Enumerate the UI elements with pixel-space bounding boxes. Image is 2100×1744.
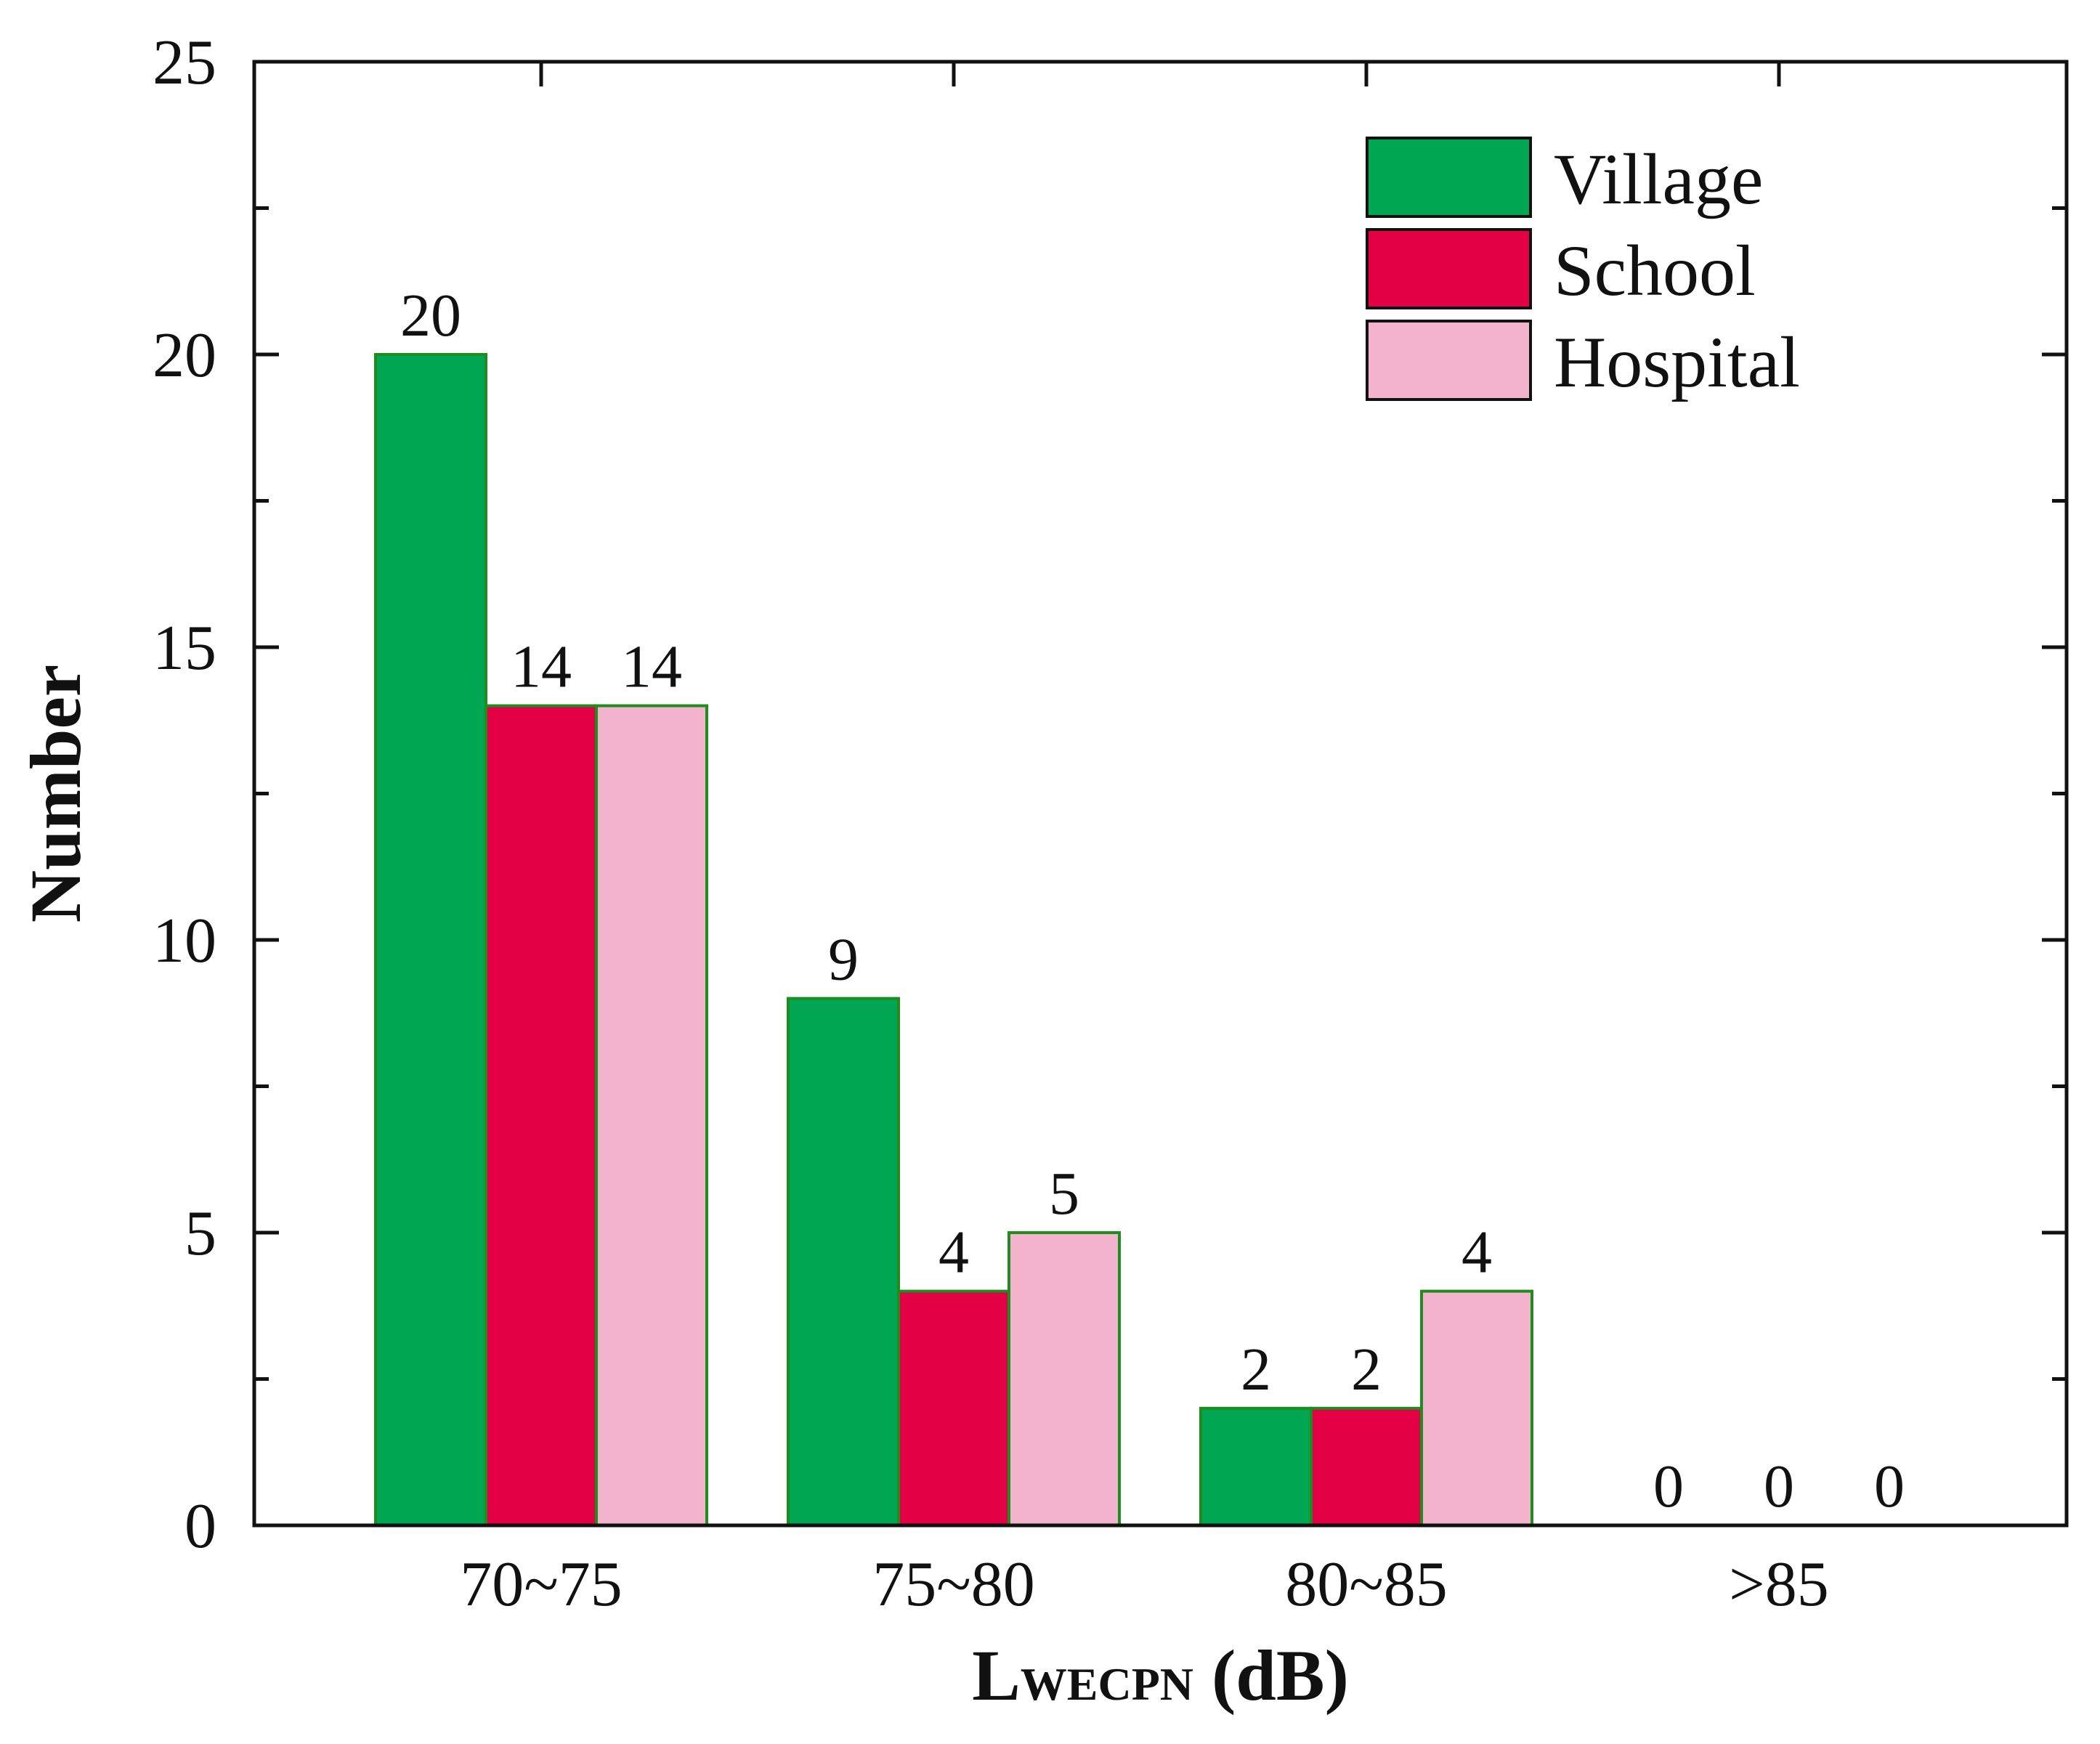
data-label-school: 4: [938, 1219, 969, 1286]
data-label-hospital: 0: [1874, 1453, 1905, 1520]
x-tick-label: 75~80: [872, 1549, 1035, 1620]
data-labels-layer: 20 14 14 9 4 5 2 2 4 0 0 0: [400, 282, 1905, 1520]
legend-label-hospital: Hospital: [1554, 322, 1800, 402]
legend: Village School Hospital: [1366, 137, 1800, 402]
data-label-village: 2: [1241, 1336, 1271, 1403]
y-tick-label: 15: [153, 613, 216, 684]
data-label-hospital: 4: [1462, 1219, 1492, 1286]
x-tick-label: 70~75: [460, 1549, 623, 1620]
legend-label-village: Village: [1554, 139, 1763, 219]
bar-village: [374, 353, 487, 1527]
bar-hospital: [1008, 1231, 1121, 1527]
legend-swatch-hospital: [1366, 320, 1532, 401]
y-tick-label: 10: [153, 906, 216, 976]
x-axis-title-unit: (dB): [1193, 1635, 1349, 1716]
bar-school: [897, 1289, 1010, 1527]
bar-village: [787, 997, 900, 1527]
legend-swatch-school: [1366, 228, 1532, 309]
y-axis-title: Number: [15, 665, 96, 923]
data-label-village: 20: [400, 282, 461, 349]
bar-village: [1199, 1406, 1313, 1528]
y-tick-label: 0: [185, 1491, 216, 1562]
data-label-school: 2: [1351, 1336, 1382, 1403]
y-tick-label: 5: [185, 1199, 216, 1269]
y-tick-label: 20: [153, 320, 216, 391]
data-label-hospital: 5: [1049, 1160, 1079, 1228]
data-label-village: 9: [828, 926, 859, 994]
x-axis-title: LWECPN (dB): [972, 1635, 1349, 1716]
bar-hospital: [595, 704, 708, 1527]
data-label-school: 0: [1764, 1453, 1794, 1520]
bars-layer: [374, 353, 1533, 1528]
data-label-village: 0: [1653, 1453, 1684, 1520]
x-axis-title-subscript: WECPN: [1021, 1658, 1193, 1710]
legend-swatch-village: [1366, 137, 1532, 218]
x-tick-label: 80~85: [1285, 1549, 1448, 1620]
data-label-hospital: 14: [621, 633, 682, 701]
x-axis-title-main: L: [972, 1635, 1021, 1716]
data-label-school: 14: [511, 633, 572, 701]
y-tick-label: 25: [153, 28, 216, 98]
legend-label-school: School: [1554, 230, 1756, 311]
bar-school: [1310, 1406, 1423, 1528]
bar-school: [485, 704, 598, 1527]
bar-hospital: [1420, 1289, 1533, 1527]
x-tick-label: >85: [1729, 1549, 1829, 1620]
